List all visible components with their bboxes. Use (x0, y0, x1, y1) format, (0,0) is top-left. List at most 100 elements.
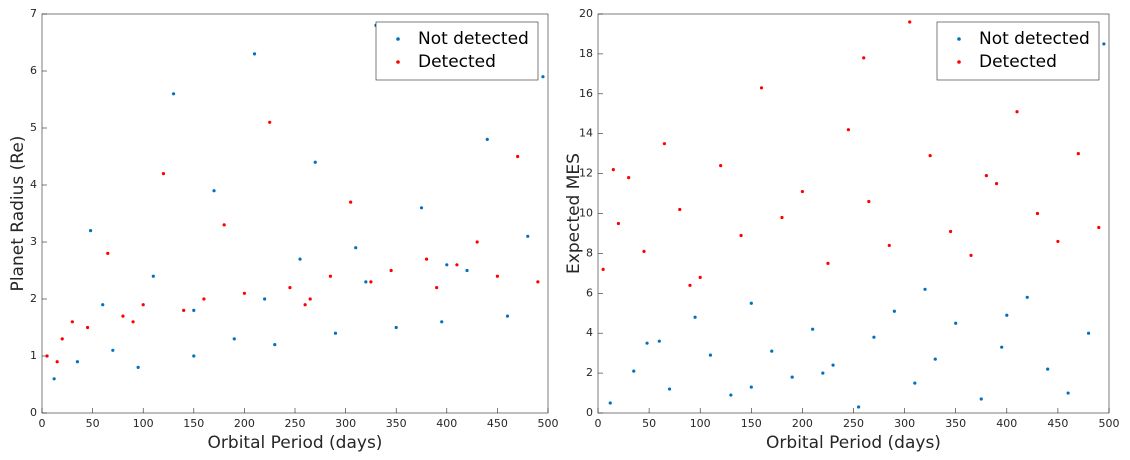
point (678, 207, 682, 212)
point (88, 229, 93, 233)
point (969, 253, 973, 257)
point (349, 200, 353, 204)
y-tick-label: 1 (30, 349, 37, 362)
x-tick-label: 200 (234, 417, 255, 430)
point (611, 168, 615, 172)
point (111, 348, 115, 352)
point (465, 268, 469, 273)
point (667, 387, 672, 391)
point (1066, 391, 1070, 395)
point (948, 229, 953, 234)
point (846, 128, 850, 132)
legend-marker (957, 60, 961, 64)
point (212, 189, 216, 193)
point (242, 291, 246, 295)
point (632, 369, 636, 373)
x-tick-label: 450 (487, 417, 508, 430)
legend-marker (396, 60, 400, 64)
point (616, 221, 621, 226)
point (831, 363, 835, 367)
x-tick-label: 100 (133, 417, 154, 430)
point (1035, 211, 1040, 216)
plot: 0 50 100 150 200 250 300 350 400 450 500 0 1 2 3 4 5 6 7 Or… (8, 7, 559, 453)
point (273, 343, 277, 347)
point (101, 303, 105, 307)
point (759, 86, 764, 90)
point (1046, 367, 1050, 371)
point (601, 267, 605, 271)
point (505, 314, 510, 318)
point (780, 215, 784, 220)
x-tick-label: 50 (642, 417, 656, 430)
x-tick-label: 350 (945, 417, 966, 430)
legend-box (936, 21, 1100, 81)
point (800, 189, 805, 194)
point (770, 349, 774, 353)
point (719, 164, 723, 168)
point (1015, 110, 1019, 114)
point (923, 287, 927, 291)
point (313, 160, 317, 164)
x-tick-label: 350 (386, 417, 407, 430)
point (811, 327, 815, 331)
y-tick-label: 2 (30, 292, 37, 305)
point (526, 234, 530, 238)
point (445, 263, 449, 267)
point (60, 337, 64, 341)
point (252, 52, 257, 56)
x-tick-label: 400 (436, 417, 457, 430)
x-tick-label: 300 (894, 417, 915, 430)
point (455, 263, 459, 267)
x-tick-label: 0 (595, 417, 602, 430)
point (1056, 239, 1060, 244)
x-tick-label: 0 (39, 417, 46, 430)
point (688, 283, 692, 287)
point (729, 393, 733, 397)
point (984, 173, 988, 178)
point (1005, 313, 1009, 317)
point (1097, 225, 1101, 230)
y-tick-label: 14 (579, 127, 593, 140)
point (1086, 331, 1091, 335)
point (872, 335, 876, 339)
y-tick-label: 8 (586, 246, 593, 259)
point (887, 243, 891, 248)
point (821, 371, 825, 375)
point (263, 297, 267, 301)
y-tick-label: 20 (579, 7, 593, 20)
point (75, 360, 80, 364)
point (642, 249, 646, 254)
point (645, 341, 649, 345)
point (749, 301, 753, 305)
x-tick-label: 150 (183, 417, 204, 430)
point (85, 325, 90, 330)
point (141, 303, 145, 307)
plot-area (42, 14, 548, 413)
point (45, 354, 49, 358)
point (698, 275, 702, 279)
point (394, 325, 398, 330)
y-axis-label: Planet Radius (Re) (8, 136, 28, 292)
point (52, 377, 56, 381)
point (268, 120, 272, 124)
x-tick-label: 50 (86, 417, 100, 430)
y-tick-label: 5 (30, 121, 37, 134)
x-axis-label: Orbital Period (days) (766, 433, 941, 453)
point (693, 315, 697, 319)
y-tick-label: 0 (30, 406, 37, 419)
point (933, 357, 937, 361)
y-tick-label: 0 (586, 406, 593, 419)
y-tick-label: 10 (579, 207, 593, 220)
y-tick-label: 4 (30, 178, 37, 191)
y-tick-label: 3 (30, 235, 37, 248)
x-tick-label: 300 (335, 417, 356, 430)
y-tick-label: 2 (586, 366, 593, 379)
point (328, 274, 333, 278)
x-tick-label: 450 (1047, 417, 1068, 430)
point (475, 240, 479, 244)
point (232, 337, 236, 341)
point (928, 154, 932, 158)
legend-label: Not detected (979, 29, 1090, 49)
y-tick-label: 7 (30, 7, 37, 20)
legend-marker (957, 37, 961, 41)
